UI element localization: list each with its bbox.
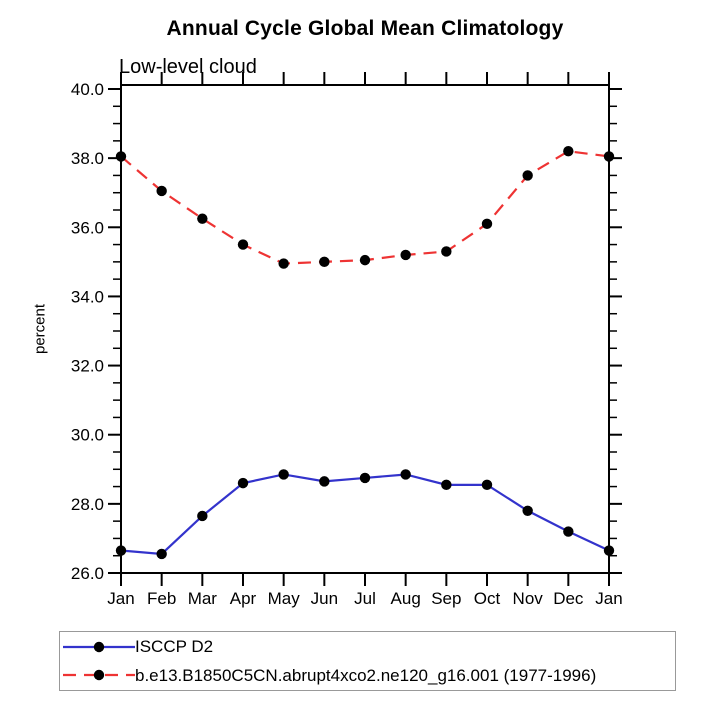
- series-isccp-d2: [115, 469, 615, 560]
- series-line: [120, 150, 610, 265]
- series-line: [120, 473, 610, 556]
- y-tick-labels: 26.0 28.0 30.0 32.0 34.0 36.0 38.0 40.0: [71, 80, 104, 583]
- data-point-marker: [237, 477, 249, 489]
- data-point-marker: [115, 545, 127, 556]
- data-point-marker: [237, 239, 249, 250]
- data-point-marker: [197, 510, 208, 522]
- x-tick-label: Apr: [230, 589, 257, 608]
- x-tick-label: Oct: [474, 589, 501, 608]
- x-tick-label: May: [268, 589, 301, 608]
- plot-frame: [120, 84, 610, 574]
- data-point-marker: [481, 479, 493, 491]
- x-ticks: [120, 72, 610, 586]
- data-point-marker: [481, 218, 493, 230]
- data-point-marker: [563, 146, 574, 157]
- data-point-marker: [319, 476, 330, 487]
- data-point-marker: [359, 254, 371, 266]
- chart-plot-area: Jan Feb Mar Apr May Jun Jul Aug Sep Oct Nov Dec Jan2…: [71, 72, 623, 608]
- x-tick-label: Dec: [553, 589, 584, 608]
- data-point-marker: [278, 469, 289, 480]
- legend-row-model: b.e13.B1850C5CN.abrupt4xco2.ne120_g16.00…: [63, 661, 675, 689]
- x-tick-label: Feb: [147, 589, 176, 608]
- data-point-marker: [603, 151, 615, 162]
- y-tick-label: 28.0: [71, 495, 104, 514]
- data-point-marker: [319, 256, 330, 268]
- data-point-marker: [156, 185, 167, 197]
- series-model: [115, 146, 615, 269]
- legend-marker-dot-icon: [93, 641, 105, 652]
- y-tick-label: 36.0: [71, 218, 104, 237]
- y-ticks: [108, 88, 622, 574]
- chart-title: Annual Cycle Global Mean Climatology: [166, 17, 564, 40]
- data-point-marker: [603, 545, 615, 556]
- y-tick-label: 30.0: [71, 426, 104, 445]
- data-point-marker: [359, 472, 371, 484]
- legend-marker-dot-icon: [93, 670, 105, 681]
- legend-row-isccp: ISCCP D2: [63, 633, 675, 661]
- x-tick-label: Mar: [188, 589, 218, 608]
- x-tick-label: Aug: [391, 589, 421, 608]
- y-tick-label: 26.0: [71, 564, 104, 583]
- data-point-marker: [156, 548, 167, 560]
- data-point-marker: [115, 151, 127, 162]
- y-tick-label: 34.0: [71, 287, 104, 306]
- data-point-marker: [400, 469, 411, 480]
- data-point-marker: [278, 258, 289, 269]
- legend-line-solid-sample: [63, 641, 135, 652]
- x-tick-label: Sep: [431, 589, 461, 608]
- x-tick-label: Jan: [107, 589, 134, 608]
- legend-line-dashed-sample: [63, 670, 135, 681]
- legend: ISCCP D2 b.e13.B1850C5CN.abrupt4xco2.ne1…: [59, 631, 676, 691]
- chart-subtitle: Low-level cloud: [119, 56, 257, 78]
- data-point-marker: [441, 479, 452, 491]
- data-point-marker: [197, 213, 208, 224]
- data-point-marker: [441, 246, 452, 257]
- x-tick-label: Jan: [595, 589, 622, 608]
- data-point-marker: [522, 170, 533, 181]
- data-point-marker: [563, 526, 574, 537]
- x-tick-labels: Jan Feb Mar Apr May Jun Jul Aug Sep Oct Nov Dec Jan: [107, 589, 622, 608]
- x-tick-label: Jun: [311, 589, 338, 608]
- data-point-marker: [522, 505, 533, 516]
- legend-label-model: b.e13.B1850C5CN.abrupt4xco2.ne120_g16.00…: [135, 665, 597, 685]
- y-tick-label: 40.0: [71, 80, 104, 99]
- x-tick-label: Nov: [513, 589, 544, 608]
- y-tick-label: 32.0: [71, 357, 104, 376]
- y-tick-label: 38.0: [71, 149, 104, 168]
- data-point-marker: [400, 249, 411, 261]
- x-tick-label: Jul: [354, 589, 376, 608]
- legend-label-isccp: ISCCP D2: [135, 637, 214, 657]
